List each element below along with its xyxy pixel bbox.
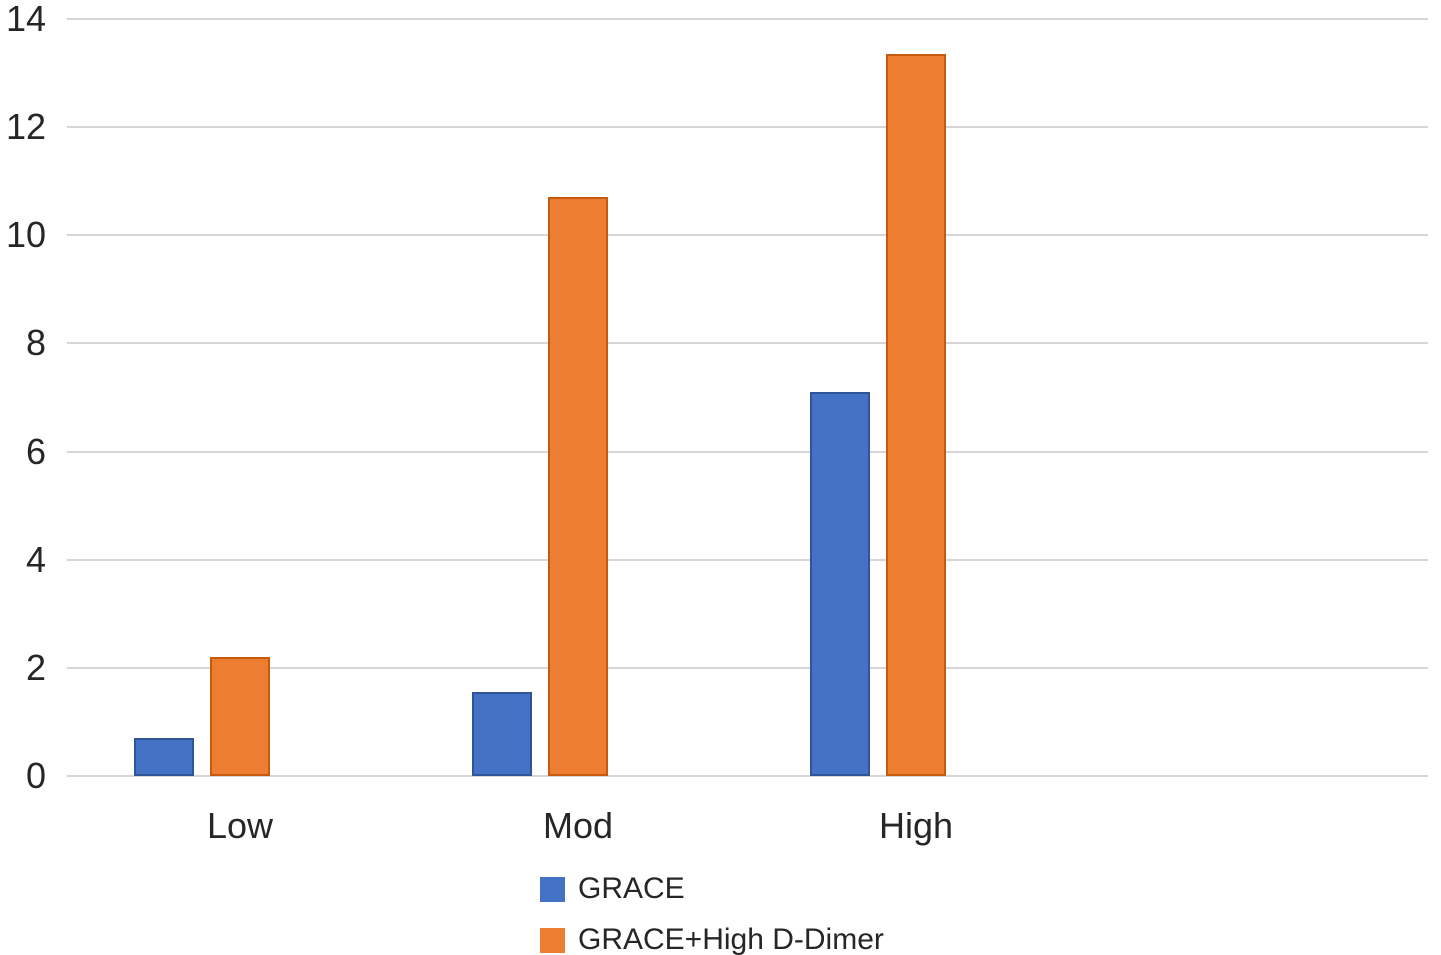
gridline-0 — [67, 775, 1428, 777]
bar-grace-high-d-dimer-high — [886, 54, 946, 776]
y-axis-tick-label-8: 8 — [25, 322, 46, 364]
gridline-4 — [67, 558, 1428, 561]
y-axis-tick-label-4: 4 — [25, 538, 46, 580]
y-axis-tick-label-10: 10 — [5, 214, 46, 256]
gridline-6 — [67, 450, 1428, 453]
bar-grace-high-d-dimer-mod — [548, 197, 608, 776]
bar-grace-low — [134, 738, 194, 776]
legend-label-grace: GRACE — [578, 872, 685, 905]
legend-label-grace-high-d-dimer: GRACE+High D-Dimer — [578, 923, 884, 955]
legend-swatch-grace — [540, 876, 565, 902]
bar-grace-high-d-dimer-low — [210, 657, 270, 776]
legend-item-grace: GRACE — [540, 872, 884, 906]
y-axis-tick-label-6: 6 — [25, 430, 46, 472]
x-axis-category-label-mod: Mod — [542, 805, 614, 846]
gridline-12 — [67, 126, 1428, 129]
gridline-8 — [67, 342, 1428, 345]
x-axis-category-label-low: Low — [206, 805, 274, 846]
legend-swatch-grace-high-d-dimer — [540, 927, 565, 953]
y-axis-tick-label-2: 2 — [25, 646, 46, 688]
y-axis-tick-label-14: 14 — [5, 0, 46, 39]
bar-grace-high — [810, 392, 870, 776]
y-axis-tick-label-0: 0 — [25, 755, 46, 796]
y-axis-tick-label-12: 12 — [5, 106, 46, 148]
legend: GRACE GRACE+High D-Dimer — [540, 872, 884, 955]
gridline-10 — [67, 234, 1428, 237]
x-axis-category-label-high: High — [878, 805, 954, 846]
legend-item-grace-high-d-dimer: GRACE+High D-Dimer — [540, 923, 884, 955]
gridline-2 — [67, 666, 1428, 669]
gridline-14 — [67, 18, 1428, 20]
bar-grace-mod — [472, 692, 532, 776]
